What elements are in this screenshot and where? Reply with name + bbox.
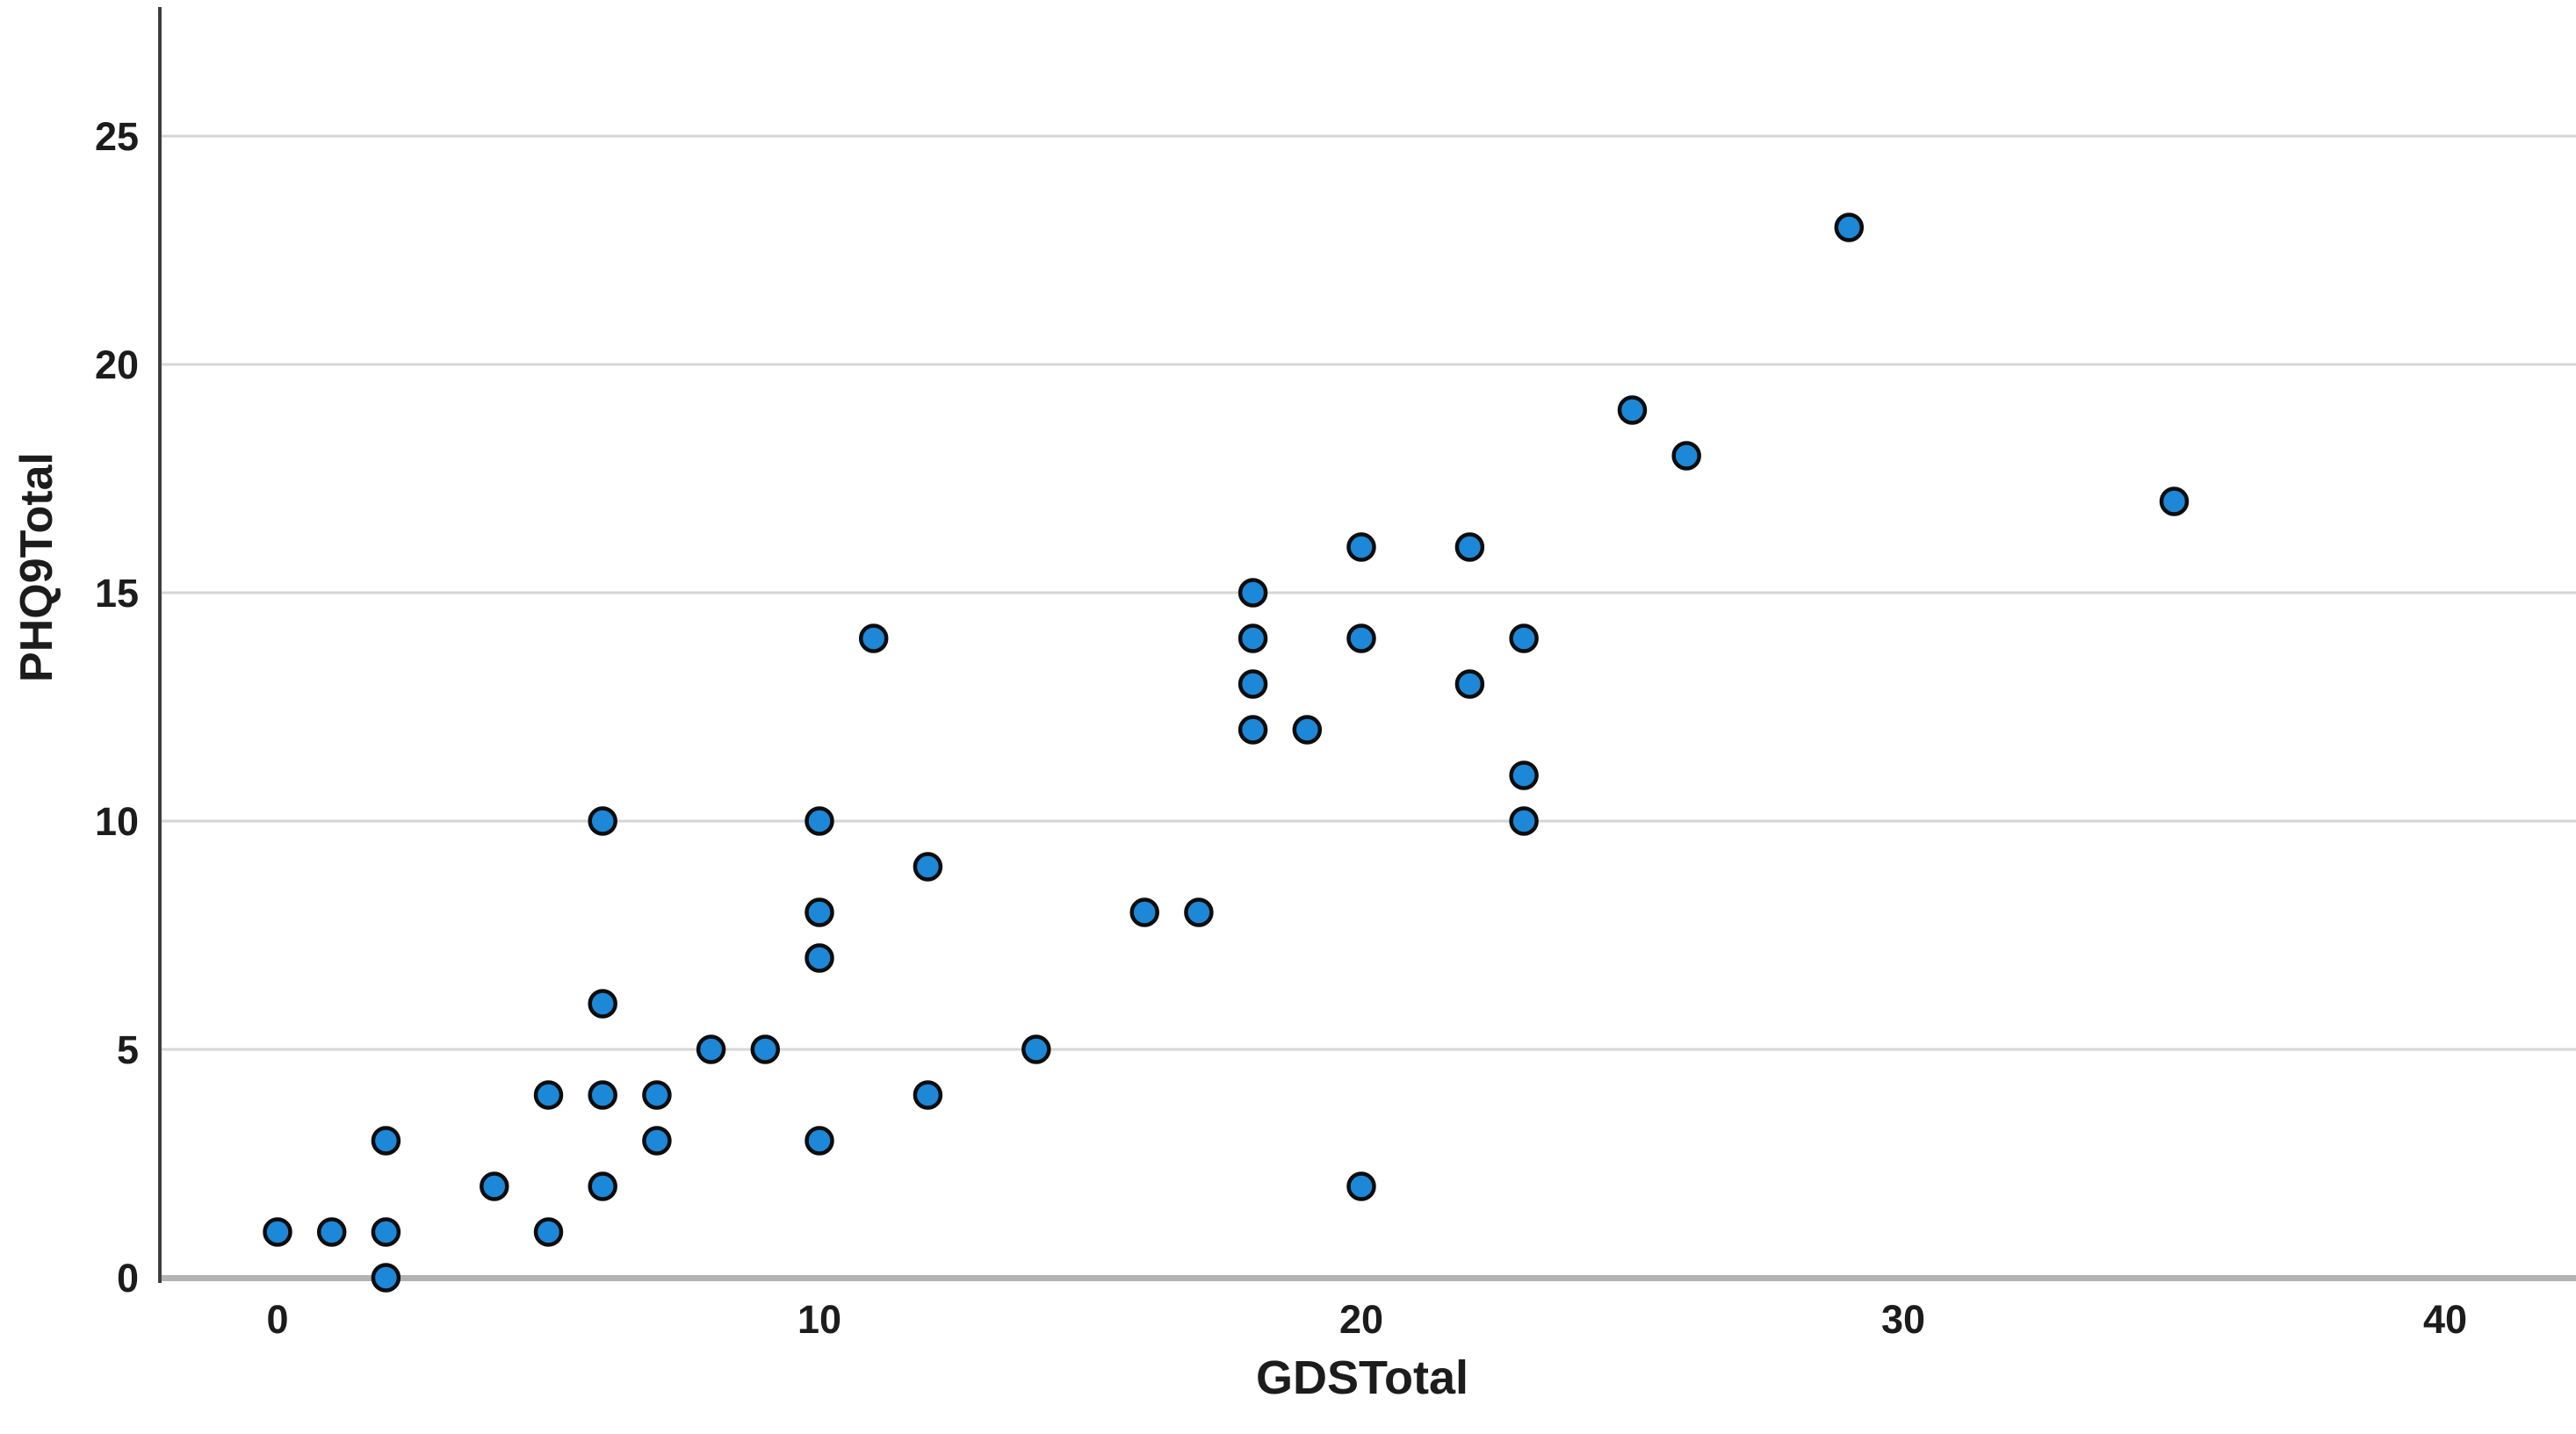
data-point bbox=[1237, 715, 1268, 745]
data-point bbox=[371, 1217, 401, 1247]
data-point bbox=[1834, 213, 1865, 242]
data-point bbox=[263, 1217, 292, 1247]
data-point bbox=[1346, 623, 1376, 653]
data-point bbox=[1292, 715, 1323, 745]
x-tick-label: 30 bbox=[1881, 1297, 1925, 1342]
data-point bbox=[1454, 532, 1485, 562]
data-point bbox=[588, 1080, 617, 1110]
x-tick-label: 20 bbox=[1339, 1297, 1383, 1342]
data-point bbox=[588, 806, 617, 836]
data-point bbox=[371, 1263, 401, 1293]
data-point bbox=[642, 1080, 672, 1110]
data-point bbox=[533, 1080, 564, 1110]
y-tick-label: 10 bbox=[95, 799, 139, 844]
data-point bbox=[1509, 623, 1539, 653]
data-point bbox=[696, 1034, 726, 1064]
data-point bbox=[805, 897, 834, 927]
data-point bbox=[1184, 897, 1214, 927]
data-point bbox=[1671, 441, 1701, 471]
y-tick-label: 25 bbox=[95, 114, 139, 159]
data-point bbox=[588, 1171, 617, 1201]
data-point bbox=[1346, 532, 1376, 562]
data-point bbox=[1021, 1034, 1051, 1064]
data-point bbox=[1237, 578, 1268, 608]
data-point bbox=[2159, 486, 2190, 516]
data-point bbox=[588, 989, 617, 1019]
data-point bbox=[805, 1126, 834, 1156]
x-tick-label: 40 bbox=[2423, 1297, 2467, 1342]
data-point bbox=[805, 943, 834, 973]
data-point bbox=[1509, 806, 1539, 836]
data-point bbox=[858, 623, 889, 653]
data-point bbox=[1346, 1171, 1376, 1201]
y-tick-label: 5 bbox=[117, 1027, 139, 1072]
y-axis-line bbox=[158, 7, 162, 1283]
data-point bbox=[1237, 669, 1268, 699]
data-point bbox=[480, 1171, 509, 1201]
data-point bbox=[642, 1126, 672, 1156]
x-axis-title: GDSTotal bbox=[1256, 1351, 1468, 1404]
data-point bbox=[1129, 897, 1159, 927]
y-tick-label: 0 bbox=[117, 1256, 139, 1301]
x-tick-label: 0 bbox=[266, 1297, 288, 1342]
y-axis-title: PHQ9Total bbox=[11, 452, 62, 682]
data-point bbox=[750, 1034, 781, 1064]
x-tick-label: 10 bbox=[797, 1297, 841, 1342]
data-point bbox=[805, 806, 834, 836]
data-point bbox=[913, 1080, 943, 1110]
data-point bbox=[533, 1217, 564, 1247]
data-point bbox=[316, 1217, 347, 1247]
data-point bbox=[1237, 623, 1268, 653]
data-point bbox=[1509, 760, 1539, 790]
data-point bbox=[913, 852, 943, 882]
y-tick-label: 15 bbox=[95, 571, 139, 616]
x-axis-line bbox=[160, 1275, 2576, 1281]
data-point bbox=[1454, 669, 1485, 699]
y-tick-label: 20 bbox=[95, 342, 139, 387]
data-point bbox=[1617, 395, 1648, 425]
data-point bbox=[371, 1126, 401, 1156]
